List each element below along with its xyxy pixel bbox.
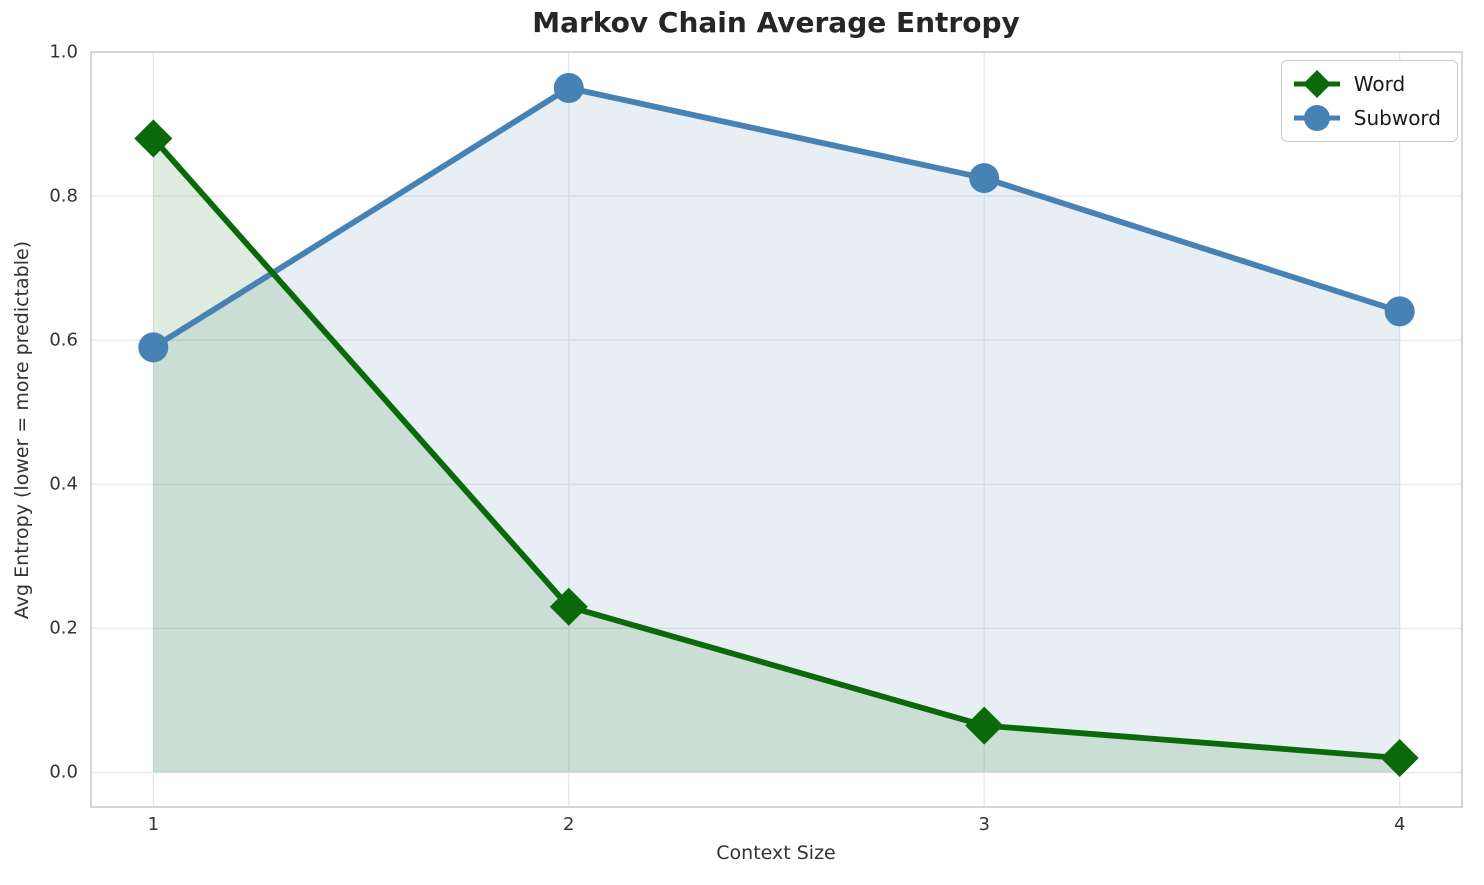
series-subword-marker (1384, 296, 1415, 327)
legend-item-subword: Subword (1292, 101, 1441, 135)
x-tick-label: 2 (563, 814, 575, 835)
series-word-line (150, 135, 1403, 761)
series-subword-line (150, 85, 1403, 351)
legend-label: Word (1353, 72, 1406, 96)
legend-item-word: Word (1292, 67, 1441, 101)
y-tick-label: 0.0 (49, 761, 78, 783)
series-word-marker (549, 587, 588, 626)
legend-marker-diamond-icon (1293, 70, 1340, 98)
x-tick-label: 1 (147, 814, 160, 835)
series-word-marker (965, 706, 1004, 745)
y-tick-label: 1.0 (49, 41, 78, 63)
series-word-marker (134, 119, 173, 158)
series-subword-marker (553, 73, 584, 104)
y-tick-label: 0.2 (49, 617, 78, 639)
chart-title: Markov Chain Average Entropy (532, 6, 1020, 39)
series-word-marker (1380, 739, 1419, 778)
legend-marker-circle-icon (1293, 105, 1340, 131)
plot-frame (90, 51, 1463, 808)
y-tick-label: 0.6 (49, 329, 78, 351)
series-subword-area (153, 88, 1400, 773)
legend: Word Subword (1280, 60, 1458, 142)
x-axis-label: Context Size (716, 842, 836, 864)
series-subword-marker (969, 163, 1000, 194)
series-subword-marker (138, 332, 169, 363)
x-tick-label: 3 (978, 814, 990, 835)
y-tick-label: 0.8 (49, 185, 78, 207)
series-word-area (153, 138, 1400, 773)
legend-label: Subword (1353, 106, 1441, 130)
y-axis-label: Avg Entropy (lower = more predictable) (11, 240, 33, 620)
x-tick-label: 4 (1393, 814, 1406, 835)
y-tick-label: 0.4 (49, 473, 78, 495)
